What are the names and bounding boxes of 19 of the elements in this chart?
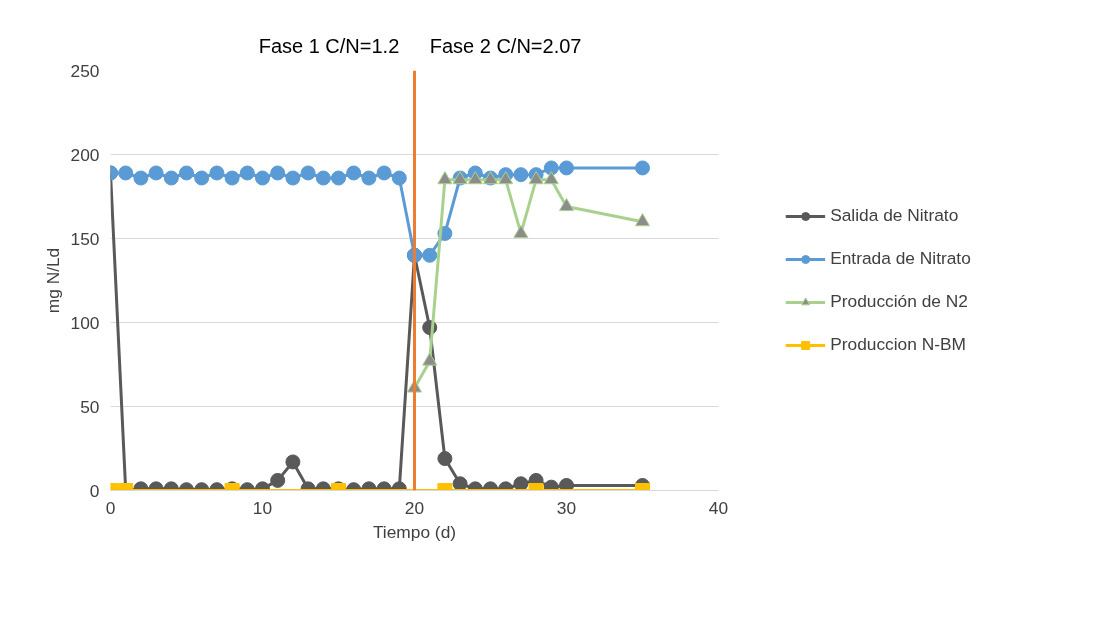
y-tick-label: 50 (80, 396, 100, 417)
y-tick-label: 200 (70, 144, 100, 165)
legend-label: Entrada de Nitrato (830, 248, 971, 269)
legend-label: Salida de Nitrato (830, 205, 959, 226)
text: Fase 2 C/N=2.07 (429, 34, 582, 57)
x-tick-label: 40 (708, 497, 729, 518)
y-tick-label: 0 (89, 480, 100, 501)
x-tick-label: 10 (252, 497, 273, 518)
x-tick-label: 30 (556, 497, 577, 518)
y-tick-label: 250 (70, 60, 100, 81)
y-tick-label: 150 (70, 228, 100, 249)
x-tick-label: 0 (105, 497, 116, 518)
x-axis-title: Tiempo (d) (372, 521, 457, 542)
legend-label: Producción de N2 (830, 291, 968, 312)
y-tick-label: 100 (70, 312, 100, 333)
y-axis-title: mg N/Ld (42, 247, 63, 314)
x-tick-label: 20 (404, 497, 425, 518)
legend-label: Produccion N-BM (830, 334, 966, 355)
text: Fase 1 C/N=1.2 (258, 34, 400, 57)
